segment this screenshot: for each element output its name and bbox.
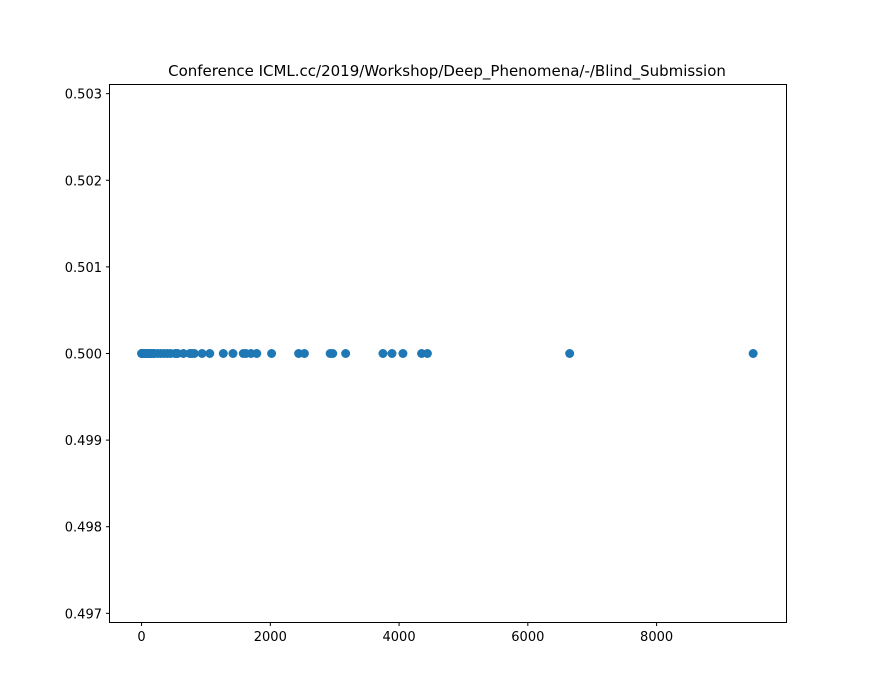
data-point — [422, 349, 432, 358]
y-tick-label: 0.500 — [65, 348, 102, 363]
chart-title: Conference ICML.cc/2019/Workshop/Deep_Ph… — [168, 62, 726, 81]
data-point — [398, 349, 408, 358]
x-tick-label: 2000 — [254, 630, 287, 645]
y-tick-label: 0.501 — [65, 261, 102, 276]
y-tick-label: 0.498 — [65, 521, 102, 536]
y-tick-label: 0.503 — [65, 88, 102, 103]
data-point — [328, 349, 338, 358]
data-point — [387, 349, 397, 358]
data-point — [299, 349, 309, 358]
x-tick-label: 6000 — [511, 630, 544, 645]
data-point — [189, 349, 199, 358]
data-point — [267, 349, 277, 358]
x-tick-label: 8000 — [640, 630, 673, 645]
data-point — [378, 349, 388, 358]
plot-frame — [109, 84, 787, 623]
data-point — [748, 349, 758, 358]
data-point — [228, 349, 238, 358]
y-tick-label: 0.497 — [65, 607, 102, 622]
data-point — [565, 349, 575, 358]
data-points — [137, 349, 758, 358]
x-tick-label: 0 — [137, 630, 145, 645]
y-axis: 0.497 0.498 0.499 0.500 0.501 0.502 0.503 — [65, 88, 110, 622]
data-point — [252, 349, 262, 358]
y-tick-label: 0.499 — [65, 434, 102, 449]
data-point — [341, 349, 351, 358]
x-tick-label: 4000 — [383, 630, 416, 645]
data-point — [218, 349, 228, 358]
data-point — [178, 349, 188, 358]
data-point — [205, 349, 215, 358]
x-axis: 0 2000 4000 6000 8000 — [137, 622, 673, 645]
y-tick-label: 0.502 — [65, 174, 102, 189]
data-point — [197, 349, 207, 358]
